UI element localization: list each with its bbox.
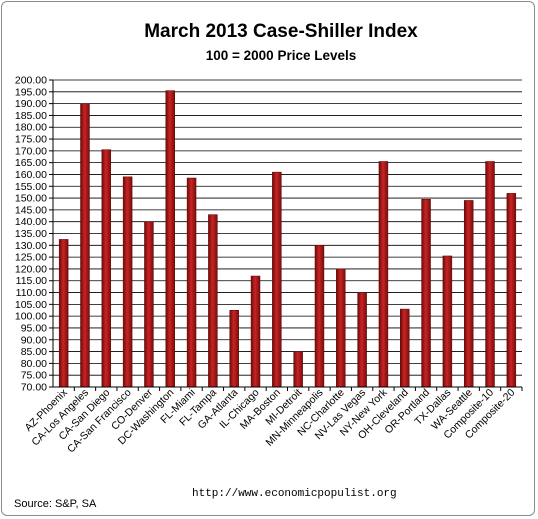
y-tick-label: 150.00: [15, 193, 47, 205]
y-tick-label: 90.00: [21, 334, 47, 346]
bar: [122, 176, 133, 388]
y-tick-label: 175.00: [15, 134, 47, 146]
y-tick-label: 165.00: [15, 157, 47, 169]
y-tick-label: 70.00: [21, 382, 47, 394]
y-tick-label: 160.00: [15, 169, 47, 181]
y-tick-label: 100.00: [15, 311, 47, 323]
y-tick-label: 180.00: [15, 122, 47, 134]
bar: [165, 90, 175, 388]
website-url: http://www.economicpopulist.org: [192, 488, 397, 500]
y-tick-label: 120.00: [15, 263, 47, 275]
y-tick-label: 195.00: [15, 86, 47, 98]
y-tick-label: 170.00: [15, 145, 47, 157]
bar: [336, 268, 346, 388]
source-note: Source: S&P, SA: [14, 498, 97, 510]
bar: [485, 161, 495, 388]
y-tick-label: 140.00: [15, 216, 47, 228]
bar: [400, 308, 410, 388]
y-tick-label: 95.00: [21, 322, 47, 334]
bar: [229, 310, 239, 388]
bar: [506, 193, 517, 388]
y-tick-label: 115.00: [16, 275, 47, 287]
chart-subtitle: 100 = 2000 Price Levels: [206, 48, 357, 63]
bar: [357, 292, 367, 388]
bar: [463, 200, 474, 388]
y-tick-label: 125.00: [15, 252, 47, 264]
bar: [442, 255, 453, 388]
bar: [293, 351, 303, 388]
y-tick-label: 130.00: [15, 240, 47, 252]
bar: [378, 161, 389, 388]
y-tick-label: 85.00: [21, 346, 47, 358]
y-tick-label: 80.00: [21, 358, 47, 370]
y-tick-label: 185.00: [15, 110, 47, 122]
y-tick-label: 135.00: [15, 228, 47, 240]
bar: [272, 171, 282, 388]
chart-title: March 2013 Case-Shiller Index: [144, 21, 418, 42]
bar: [101, 149, 112, 388]
bar: [314, 245, 325, 388]
bar: [250, 275, 261, 388]
bar: [80, 103, 90, 388]
y-tick-label: 75.00: [21, 370, 47, 382]
bar: [186, 177, 197, 388]
y-tick-label: 110.00: [16, 287, 47, 299]
y-tick-label: 155.00: [15, 181, 47, 193]
bar: [58, 239, 69, 388]
y-tick-label: 200.00: [15, 75, 47, 87]
bars: [58, 90, 517, 388]
y-tick-label: 190.00: [15, 98, 47, 110]
bar: [208, 214, 218, 388]
bar: [421, 199, 431, 388]
y-axis-ticks: 70.0075.0080.0085.0090.0095.00100.00105.…: [15, 75, 53, 394]
y-tick-label: 105.00: [15, 299, 47, 311]
y-tick-label: 145.00: [15, 204, 47, 216]
bar: [144, 221, 154, 388]
